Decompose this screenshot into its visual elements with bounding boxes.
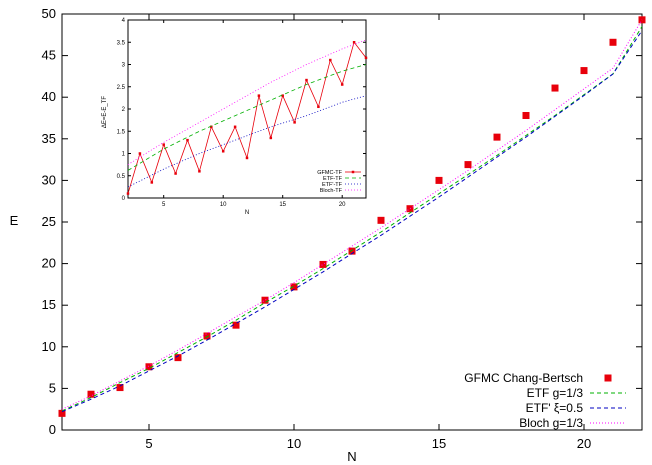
inset-data-point <box>186 138 189 142</box>
inset-data-point <box>340 83 344 86</box>
main-y-tick-label: 5 <box>49 380 56 395</box>
main-data-point <box>261 296 269 304</box>
main-y-tick-label: 20 <box>42 256 56 271</box>
inset-data-point <box>364 56 368 60</box>
inset-data-point <box>138 152 142 155</box>
main-data-point <box>290 283 298 291</box>
main-y-tick-label: 15 <box>42 297 56 312</box>
main-data-point <box>609 38 617 46</box>
main-y-tick-label: 50 <box>42 6 56 21</box>
main-x-tick-label: 10 <box>287 436 301 451</box>
main-x-tick-label: 5 <box>145 436 152 451</box>
inset-y-tick-label: 0 <box>122 196 126 202</box>
inset-series-line <box>127 39 367 165</box>
main-legend-symbol <box>604 374 612 382</box>
main-data-point <box>87 390 95 398</box>
main-data-point <box>435 176 443 184</box>
main-data-point <box>377 216 385 224</box>
inset-x-tick-label: 15 <box>279 202 286 208</box>
main-x-tick-label: 15 <box>432 436 446 451</box>
main-data-point <box>551 84 559 92</box>
main-data-point <box>145 363 153 371</box>
main-data-point <box>319 260 327 268</box>
main-series-line <box>61 19 643 410</box>
inset-y-tick-label: 3 <box>122 63 126 69</box>
inset-data-point <box>329 58 332 62</box>
main-y-tick-label: 40 <box>42 89 56 104</box>
inset-plot-frame <box>127 19 367 199</box>
inset-y-axis-label: ΔE=E-E_TF <box>102 96 108 129</box>
inset-data-point <box>281 94 284 97</box>
inset-y-tick-label: 4 <box>122 18 126 24</box>
inset-data-point <box>293 121 296 124</box>
main-y-axis-label: E <box>10 213 19 228</box>
inset-legend-label: ETF'-TF <box>322 182 343 188</box>
inset-data-point <box>305 78 308 82</box>
inset-legend-label: GFMC-TF <box>317 170 342 176</box>
main-data-point <box>493 133 501 141</box>
main-data-point <box>116 384 124 392</box>
main-legend-label: Bloch g=1/3 <box>519 416 583 430</box>
main-data-point <box>348 247 356 255</box>
main-series-line <box>61 30 643 413</box>
main-y-tick-label: 0 <box>49 422 56 437</box>
main-x-axis-label: N <box>347 449 356 464</box>
main-legend-label: GFMC Chang-Bertsch <box>464 371 583 385</box>
inset-data-point <box>233 125 237 129</box>
main-y-tick-label: 35 <box>42 131 56 146</box>
main-y-tick-label: 10 <box>42 339 56 354</box>
main-y-tick-label: 30 <box>42 172 56 187</box>
inset-y-tick-label: 0.5 <box>117 174 126 180</box>
main-series-line <box>61 26 643 412</box>
main-legend-label: ETF g=1/3 <box>527 386 584 400</box>
inset-data-point <box>126 192 130 195</box>
inset-data-point <box>245 156 249 160</box>
inset-x-tick-label: 20 <box>339 202 346 208</box>
inset-data-point <box>269 136 273 140</box>
inset-axis-ticks: 5 10 15 20 0 0.5 1 1.5 2 2.5 3 3.5 4 <box>117 18 366 208</box>
main-data-point <box>203 332 211 340</box>
inset-y-tick-label: 1 <box>122 152 126 158</box>
inset-data-point <box>162 143 165 146</box>
main-series-layer <box>58 16 646 417</box>
inset-y-tick-label: 3.5 <box>117 40 126 46</box>
main-data-point <box>174 354 182 362</box>
inset-y-tick-label: 2 <box>122 107 126 113</box>
inset-data-point <box>257 94 261 97</box>
main-legend-label: ETF' ξ=0.5 <box>526 401 584 415</box>
main-data-point <box>464 161 472 169</box>
inset-data-point <box>150 181 154 184</box>
inset-data-point <box>352 41 356 44</box>
main-data-point <box>58 409 66 417</box>
main-data-point <box>580 67 588 75</box>
inset-x-tick-label: 10 <box>220 202 227 208</box>
main-y-tick-label: 45 <box>42 48 56 63</box>
inset-data-point <box>317 105 320 109</box>
inset-x-tick-label: 5 <box>162 202 166 208</box>
main-y-tick-label: 25 <box>42 214 56 229</box>
inset-legend-symbol <box>351 170 355 174</box>
main-data-point <box>406 205 414 213</box>
inset-y-tick-label: 2.5 <box>117 85 126 91</box>
inset-data-point <box>174 172 177 175</box>
inset-legend-label: ETF-TF <box>323 176 343 182</box>
inset-y-tick-label: 1.5 <box>117 129 126 135</box>
inset-data-point <box>210 125 213 129</box>
inset-legend-label: Bloch-TF <box>320 188 343 194</box>
inset-series-layer <box>126 39 368 195</box>
main-data-point <box>232 321 240 329</box>
inset-x-axis-label: N <box>245 210 249 216</box>
inset-data-point <box>221 150 225 153</box>
inset-data-point <box>198 170 201 173</box>
main-data-point <box>522 112 530 120</box>
main-x-tick-label: 20 <box>577 436 591 451</box>
